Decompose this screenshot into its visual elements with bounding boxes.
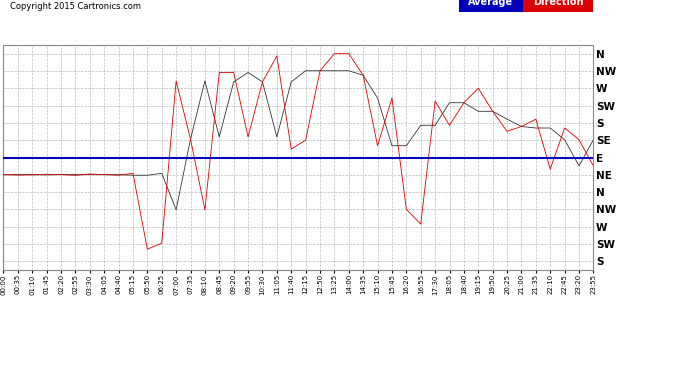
Text: Copyright 2015 Cartronics.com: Copyright 2015 Cartronics.com (10, 2, 141, 11)
Text: Direction: Direction (533, 0, 584, 7)
Text: Average: Average (469, 0, 513, 7)
